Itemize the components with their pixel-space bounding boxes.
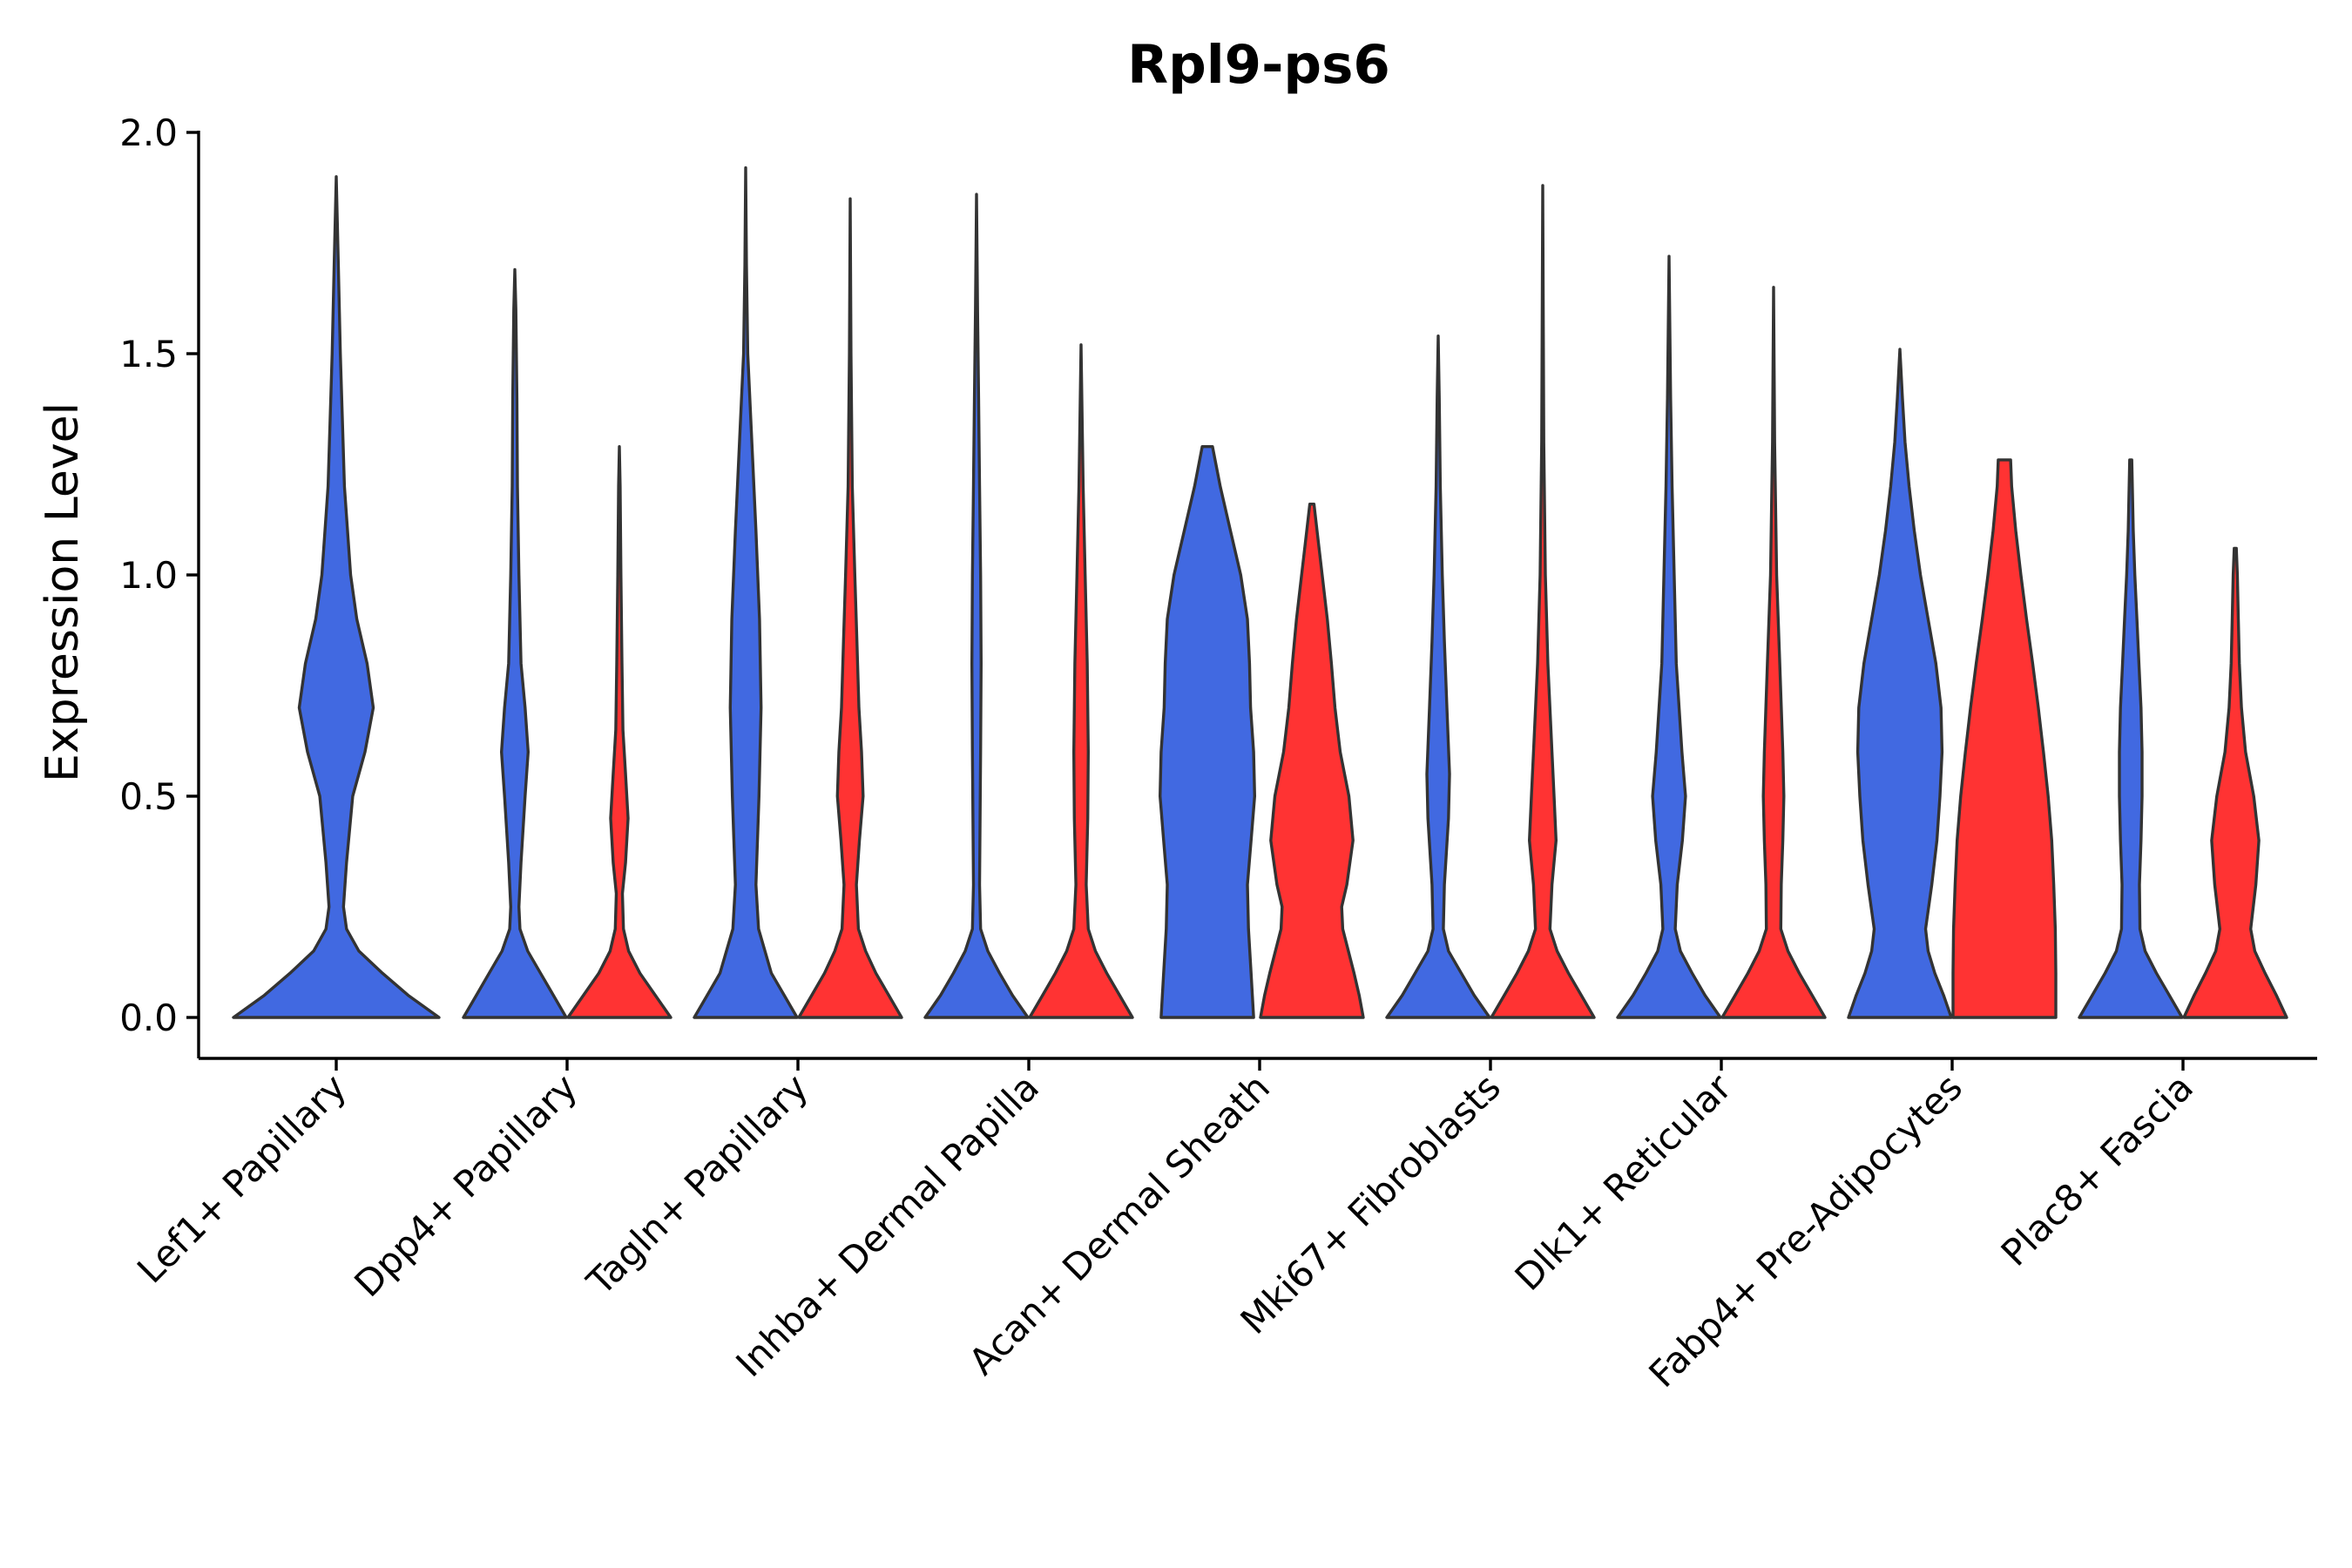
violin-tagln-papillary-blue	[693, 166, 799, 1019]
violin-acan-dermal-sheath-blue	[1159, 445, 1256, 1019]
violin-inhba-dermal-papilla-blue	[923, 193, 1030, 1019]
violin-fabp4-pre-adipocytes-blue	[1847, 348, 1953, 1019]
violin-dpp4-papillary-blue	[462, 267, 568, 1019]
violin-mki67-fibroblasts-red	[1490, 184, 1596, 1019]
y-tick-label: 2.0	[119, 112, 178, 154]
y-tick-label: 1.5	[119, 333, 178, 375]
violins-layer	[232, 166, 2288, 1019]
violin-mki67-fibroblasts-blue	[1385, 335, 1491, 1019]
violin-plac8-fascia-blue	[2078, 458, 2184, 1019]
y-axis-label: Expression Level	[37, 402, 89, 782]
chart-title: Rpl9-ps6	[1127, 34, 1390, 96]
violin-inhba-dermal-papilla-red	[1028, 343, 1134, 1019]
y-tick-label: 0.5	[119, 775, 178, 818]
violin-plac8-fascia-red	[2182, 546, 2288, 1019]
violin-dlk1-reticular-blue	[1616, 254, 1722, 1019]
y-tick-label: 1.0	[119, 554, 178, 597]
violin-dpp4-papillary-red	[566, 445, 672, 1019]
violin-acan-dermal-sheath-red	[1259, 503, 1365, 1019]
violin-lef1-papillary-blue	[232, 175, 441, 1019]
violin-dlk1-reticular-red	[1720, 286, 1827, 1019]
y-tick-label: 0.0	[119, 997, 178, 1039]
violin-fabp4-pre-adipocytes-red	[1951, 458, 2058, 1019]
violin-tagln-papillary-red	[797, 197, 903, 1019]
